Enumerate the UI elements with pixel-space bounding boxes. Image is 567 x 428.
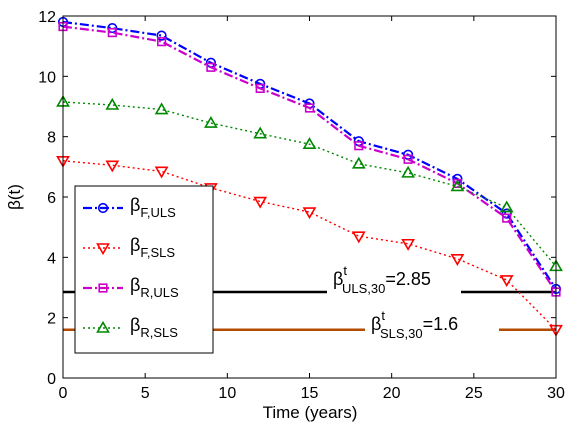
series-2-point-7 — [403, 154, 413, 164]
series-1-point-7 — [401, 238, 415, 251]
legend-marker-3 — [96, 320, 110, 333]
plot-area: βt ULS,30=2.85 βt SLS,30=1.6 0 5 10 15 20 25 30 0 2 4… — [38, 9, 565, 402]
y-tick-label-4: 8 — [47, 130, 56, 147]
legend-marker-0 — [97, 202, 109, 214]
series-1-point-5 — [302, 207, 317, 220]
series-1-point-9 — [499, 275, 514, 288]
series-3-point-4 — [253, 126, 268, 139]
series-3-point-5 — [302, 137, 317, 150]
series-2-point-1 — [107, 27, 117, 38]
series-3-point-7 — [401, 165, 415, 178]
series-3-point-6 — [351, 156, 366, 169]
x-tick-label-3: 15 — [301, 385, 319, 402]
y-tick-label-5: 10 — [38, 69, 56, 86]
series-1-point-4 — [253, 196, 268, 209]
series-2-point-9 — [502, 213, 512, 223]
x-axis-label: Time (years) — [263, 403, 358, 422]
series-line-3 — [62, 101, 557, 267]
series-2-point-5 — [304, 103, 315, 113]
series-1-point-8 — [450, 254, 465, 266]
legend-label-0: βF,ULS — [130, 195, 176, 220]
threshold-label-bg-1 — [365, 324, 499, 335]
series-3-point-2 — [154, 102, 169, 115]
series-line-1 — [62, 160, 557, 331]
series-2-point-4 — [255, 83, 265, 93]
series-0-point-2 — [156, 30, 167, 41]
x-tick-label-5: 25 — [465, 385, 483, 402]
y-tick-label-0: 0 — [47, 371, 56, 388]
x-tick-label-1: 5 — [141, 385, 150, 402]
y-tick-label-1: 2 — [47, 311, 56, 328]
series-2-point-2 — [157, 37, 167, 47]
y-axis-label: β(t) — [5, 184, 24, 210]
series-3-point-1 — [105, 97, 120, 110]
series-1-point-6 — [351, 231, 366, 244]
legend-label-1: βF,SLS — [130, 235, 175, 260]
legend-label-2: βR,ULS — [130, 275, 179, 300]
y-tick-label-2: 4 — [47, 250, 56, 267]
x-tick-label-4: 20 — [383, 385, 401, 402]
y-tick-label-3: 6 — [47, 190, 56, 207]
series-3-point-8 — [450, 179, 465, 192]
legend-label-3: βR,SLS — [130, 315, 178, 340]
y-tick-label-6: 12 — [38, 9, 56, 26]
series-2-point-3 — [206, 62, 216, 72]
legend-box — [74, 185, 214, 354]
x-tick-label-6: 30 — [547, 385, 565, 402]
series-1-point-1 — [105, 160, 120, 173]
series-2-point-6 — [354, 141, 364, 151]
x-tick-label-2: 10 — [218, 385, 236, 402]
threshold-label-bg-0 — [327, 287, 461, 298]
legend-marker-1 — [96, 243, 110, 256]
series-3-point-9 — [499, 200, 514, 213]
threshold-label-1: βt SLS,30=1.6 — [371, 308, 458, 341]
series-3-point-3 — [204, 115, 218, 128]
series-line-2 — [62, 25, 557, 293]
series-1-point-2 — [154, 166, 169, 179]
x-tick-label-0: 0 — [59, 385, 68, 402]
threshold-label-0: βt ULS,30=2.85 — [333, 263, 431, 296]
legend-marker-2 — [98, 283, 108, 293]
legend: βF,ULS βF,SLS βR,ULS βR,SLS — [74, 185, 214, 354]
